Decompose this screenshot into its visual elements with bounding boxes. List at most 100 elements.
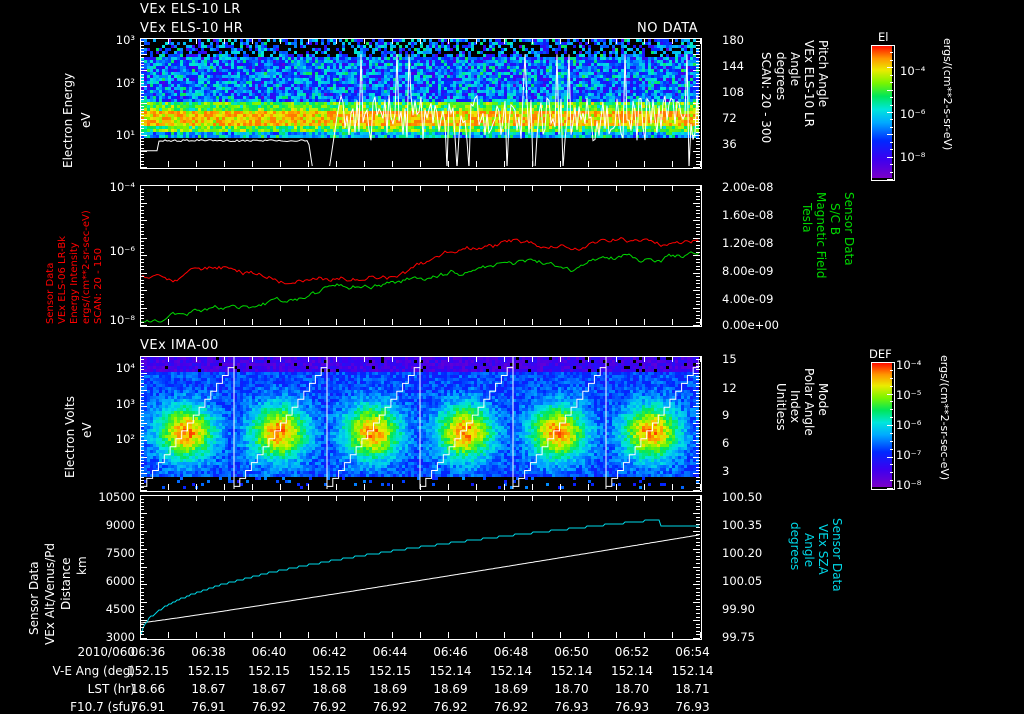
table-cell-1-2: 152.15 bbox=[239, 664, 299, 678]
panel1-y2tick-144: 144 bbox=[722, 59, 762, 73]
panel4-ytick-5: 4500 bbox=[82, 602, 135, 616]
panel4-y2tick-2: 100.35 bbox=[722, 518, 762, 532]
panel3-ytick-2: 10³ bbox=[96, 397, 135, 411]
panel1-no-data-label: NO DATA bbox=[637, 21, 698, 36]
panel2-y2tick-4: 8.00e-09 bbox=[722, 264, 773, 278]
panel1-cb-tick-3: 10⁻⁸ bbox=[900, 150, 925, 164]
panel4-ytick-3: 7500 bbox=[82, 546, 135, 560]
table-cell-1-5: 152.14 bbox=[421, 664, 481, 678]
table-cell-0-1: 06:38 bbox=[179, 645, 239, 659]
table-cell-2-2: 18.67 bbox=[239, 682, 299, 696]
table-cell-2-0: 18.66 bbox=[118, 682, 178, 696]
table-cell-1-1: 152.15 bbox=[179, 664, 239, 678]
table-cell-1-9: 152.14 bbox=[663, 664, 723, 678]
table-cell-0-4: 06:44 bbox=[360, 645, 420, 659]
table-row-label-0: 2010/060 bbox=[0, 645, 135, 659]
panel3-cb-tick-1: 10⁻⁴ bbox=[896, 358, 921, 372]
panel4-y2tick-6: 99.75 bbox=[722, 630, 755, 644]
table-cell-3-4: 76.92 bbox=[360, 700, 420, 714]
table-cell-2-1: 18.67 bbox=[179, 682, 239, 696]
table-cell-3-6: 76.92 bbox=[481, 700, 541, 714]
panel1-cb-tick-2: 10⁻⁶ bbox=[900, 107, 925, 121]
panel2-y2tick-1: 2.00e-08 bbox=[722, 180, 773, 194]
table-cell-3-5: 76.92 bbox=[421, 700, 481, 714]
panel4-y2tick-3: 100.20 bbox=[722, 546, 762, 560]
table-cell-3-7: 76.93 bbox=[542, 700, 602, 714]
table-cell-3-1: 76.91 bbox=[179, 700, 239, 714]
panel4-ytick-4: 6000 bbox=[82, 574, 135, 588]
table-cell-1-8: 152.14 bbox=[602, 664, 662, 678]
table-row-label-1: V-E Ang (deg) bbox=[0, 664, 135, 678]
panel1-ylabel-line1: Electron Energy bbox=[62, 73, 74, 168]
panel4-y2tick-4: 100.05 bbox=[722, 574, 762, 588]
panel2-y2tick-3: 1.20e-08 bbox=[722, 236, 773, 250]
table-cell-0-2: 06:40 bbox=[239, 645, 299, 659]
table-cell-1-3: 152.15 bbox=[300, 664, 360, 678]
panel2-plot-area[interactable] bbox=[140, 185, 702, 327]
panel3-y2tick-2: 12 bbox=[722, 381, 737, 395]
table-cell-3-3: 76.92 bbox=[300, 700, 360, 714]
table-cell-3-2: 76.92 bbox=[239, 700, 299, 714]
panel3-y2tick-1: 15 bbox=[722, 352, 737, 366]
panel1-colorbar-title: El bbox=[878, 30, 888, 44]
table-cell-0-7: 06:50 bbox=[542, 645, 602, 659]
panel4-ytick-2: 9000 bbox=[82, 518, 135, 532]
panel1-spectrogram bbox=[141, 39, 699, 166]
panel3-y2tick-3: 9 bbox=[722, 408, 729, 422]
panel1-ylabel-line2: eV bbox=[80, 112, 92, 128]
table-cell-0-8: 06:52 bbox=[602, 645, 662, 659]
table-cell-2-5: 18.69 bbox=[421, 682, 481, 696]
table-cell-0-0: 06:36 bbox=[118, 645, 178, 659]
panel3-colorbar bbox=[871, 362, 895, 490]
panel1-cb-tick-1: 10⁻⁴ bbox=[900, 64, 925, 78]
table-cell-0-6: 06:48 bbox=[481, 645, 541, 659]
panel4-y2tick-1: 100.50 bbox=[722, 490, 762, 504]
panel3-colorbar-title: DEF bbox=[869, 347, 892, 361]
table-cell-2-9: 18.71 bbox=[663, 682, 723, 696]
panel3-ytick-3: 10² bbox=[96, 432, 135, 446]
table-cell-2-6: 18.69 bbox=[481, 682, 541, 696]
panel2-ytick-1: 10⁻⁴ bbox=[96, 180, 135, 194]
panel2-lines bbox=[141, 186, 699, 324]
table-cell-1-0: 152.15 bbox=[118, 664, 178, 678]
table-row-label-2: LST (hr) bbox=[0, 682, 135, 696]
table-cell-3-8: 76.93 bbox=[602, 700, 662, 714]
panel4-ytick-6: 3000 bbox=[82, 630, 135, 644]
panel2-y2tick-5: 4.00e-09 bbox=[722, 292, 773, 306]
panel4-y2tick-5: 99.90 bbox=[722, 602, 755, 616]
table-cell-2-7: 18.70 bbox=[542, 682, 602, 696]
panel1-plot-area[interactable] bbox=[140, 38, 702, 169]
panel3-y2tick-4: 6 bbox=[722, 436, 729, 450]
table-cell-0-3: 06:42 bbox=[300, 645, 360, 659]
panel2-y2tick-2: 1.60e-08 bbox=[722, 208, 773, 222]
panel3-plot-area[interactable] bbox=[140, 356, 702, 492]
table-cell-1-7: 152.14 bbox=[542, 664, 602, 678]
table-cell-1-4: 152.15 bbox=[360, 664, 420, 678]
panel1-ytick-1000: 10³ bbox=[99, 33, 135, 47]
panel4-plot-area[interactable] bbox=[140, 495, 702, 640]
table-cell-2-8: 18.70 bbox=[602, 682, 662, 696]
table-row-label-3: F10.7 (sfu) bbox=[0, 700, 135, 714]
table-cell-3-0: 76.91 bbox=[118, 700, 178, 714]
panel3-ytick-1: 10⁴ bbox=[96, 361, 135, 375]
panel2-y2tick-6: 0.00e+00 bbox=[722, 318, 779, 332]
panel1-y2tick-108: 108 bbox=[722, 85, 762, 99]
table-cell-2-4: 18.69 bbox=[360, 682, 420, 696]
table-cell-0-9: 06:54 bbox=[663, 645, 723, 659]
panel1-y2tick-72: 72 bbox=[722, 111, 762, 125]
panel3-y2tick-5: 3 bbox=[722, 464, 729, 478]
table-cell-2-3: 18.68 bbox=[300, 682, 360, 696]
panel3-title: VEx IMA-00 bbox=[140, 338, 219, 353]
panel4-lines bbox=[141, 496, 699, 637]
panel1-colorbar bbox=[871, 45, 895, 181]
panel4-ytick-1: 10500 bbox=[82, 490, 135, 504]
table-cell-0-5: 06:46 bbox=[421, 645, 481, 659]
panel3-cb-tick-5: 10⁻⁸ bbox=[896, 478, 921, 492]
panel1-title-hr: VEx ELS-10 HR bbox=[140, 21, 243, 36]
panel3-spectrogram bbox=[141, 357, 699, 489]
table-cell-1-6: 152.14 bbox=[481, 664, 541, 678]
panel3-cb-tick-2: 10⁻⁵ bbox=[896, 388, 921, 402]
panel1-ytick-10: 10¹ bbox=[99, 128, 135, 142]
